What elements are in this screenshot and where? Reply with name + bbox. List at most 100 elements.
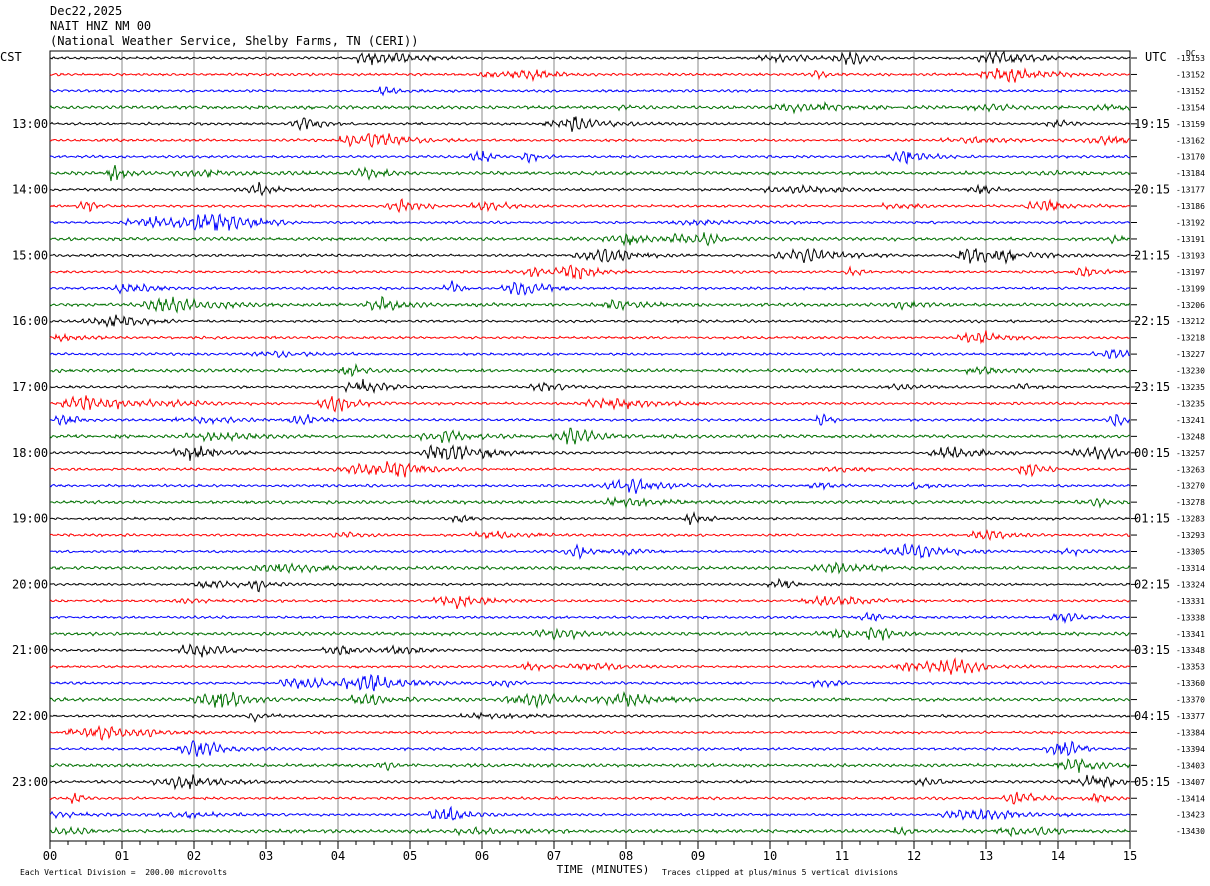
- left-hour-label: 13:00: [12, 117, 48, 131]
- dc-offset-label: -13394: [1176, 745, 1205, 754]
- dc-offset-label: -13324: [1176, 580, 1205, 589]
- seismic-trace: [49, 611, 1131, 624]
- dc-offset-label: -13423: [1176, 811, 1205, 820]
- seismic-trace: [49, 280, 1131, 296]
- seismic-trace: [49, 691, 1131, 709]
- x-tick-label: 01: [115, 849, 129, 863]
- left-hour-label: 19:00: [12, 512, 48, 526]
- x-tick-label: 06: [475, 849, 489, 863]
- dc-offset-label: -13192: [1176, 219, 1205, 228]
- seismic-trace: [49, 740, 1131, 757]
- left-hour-label: 21:00: [12, 643, 48, 657]
- x-axis-label: TIME (MINUTES): [557, 863, 650, 876]
- seismic-trace: [49, 86, 1131, 97]
- header-station: NAIT HNZ NM 00: [50, 19, 152, 33]
- seismic-trace: [49, 413, 1131, 427]
- left-timezone: CST: [0, 50, 22, 64]
- seismic-trace: [49, 577, 1131, 593]
- dc-offset-label: -13270: [1176, 482, 1205, 491]
- right-hour-label: 05:15: [1134, 775, 1170, 789]
- dc-offset-label: -13199: [1176, 284, 1205, 293]
- seismic-trace: [49, 657, 1131, 675]
- left-hour-label: 17:00: [12, 380, 48, 394]
- dc-offset-label: -13212: [1176, 317, 1205, 326]
- dc-offset-label: -13186: [1176, 202, 1205, 211]
- dc-offset-label: -13235: [1176, 399, 1205, 408]
- dc-offset-label: -13152: [1176, 87, 1205, 96]
- x-tick-label: 03: [259, 849, 273, 863]
- plot-frame: [49, 50, 1131, 842]
- seismic-trace: [49, 444, 1131, 461]
- seismic-trace: [49, 67, 1131, 83]
- left-hour-label: 22:00: [12, 709, 48, 723]
- dc-offset-label: -13278: [1176, 498, 1205, 507]
- dc-offset-label: -13283: [1176, 515, 1205, 524]
- seismic-trace: [49, 774, 1131, 791]
- dc-offset-label: -13235: [1176, 383, 1205, 392]
- left-hour-label: 16:00: [12, 314, 48, 328]
- header-date: Dec22,2025: [50, 4, 123, 18]
- seismic-trace: [49, 673, 1131, 692]
- right-hour-label: 19:15: [1134, 117, 1170, 131]
- seismic-trace: [49, 100, 1131, 115]
- x-tick-label: 08: [619, 849, 633, 863]
- dc-offset-label: -13153: [1176, 54, 1205, 63]
- dc-offset-label: -13353: [1176, 663, 1205, 672]
- seismic-trace: [49, 133, 1131, 148]
- dc-offset-label: -13162: [1176, 136, 1205, 145]
- dc-offset-label: -13341: [1176, 630, 1205, 639]
- right-hour-label: 20:15: [1134, 183, 1170, 197]
- seismic-trace: [49, 724, 1131, 741]
- seismic-trace: [49, 330, 1130, 345]
- right-hour-label: 01:15: [1134, 512, 1170, 526]
- dc-offset-label: -13384: [1176, 728, 1205, 737]
- dc-offset-label: -13305: [1176, 548, 1205, 557]
- seismic-trace: [49, 232, 1131, 247]
- seismic-trace: [49, 247, 1131, 265]
- dc-offset-label: -13206: [1176, 301, 1205, 310]
- dc-offset-label: -13177: [1176, 186, 1205, 195]
- dc-offset-label: -13360: [1176, 679, 1205, 688]
- left-hour-label: 14:00: [12, 183, 48, 197]
- dc-offset-label: -13430: [1176, 827, 1205, 836]
- right-hour-label: 21:15: [1134, 248, 1170, 262]
- dc-offset-label: -13263: [1176, 465, 1205, 474]
- dc-offset-label: -13370: [1176, 696, 1205, 705]
- x-tick-label: 15: [1123, 849, 1137, 863]
- right-hour-label: 23:15: [1134, 380, 1170, 394]
- seismic-trace: [49, 314, 1130, 328]
- x-tick-label: 14: [1051, 849, 1065, 863]
- dc-offset-label: -13197: [1176, 268, 1205, 277]
- seismic-trace: [49, 149, 1131, 165]
- footer-scale-note: Each Vertical Division = 200.00 microvol…: [20, 868, 228, 877]
- dc-offset-label: -13403: [1176, 761, 1205, 770]
- right-hour-label: 03:15: [1134, 643, 1170, 657]
- dc-offset-label: -13152: [1176, 70, 1205, 79]
- right-hour-label: 22:15: [1134, 314, 1170, 328]
- x-tick-label: 05: [403, 849, 417, 863]
- dc-offset-label: -13184: [1176, 169, 1205, 178]
- left-hour-label: 15:00: [12, 248, 48, 262]
- x-tick-label: 04: [331, 849, 345, 863]
- dc-offset-label: -13241: [1176, 416, 1205, 425]
- dc-offset-label: -13338: [1176, 613, 1205, 622]
- seismic-trace: [49, 295, 1131, 314]
- dc-offset-label: -13170: [1176, 153, 1205, 162]
- dc-offset-label: -13191: [1176, 235, 1205, 244]
- dc-offset-label: -13227: [1176, 350, 1205, 359]
- seismic-trace: [49, 626, 1131, 641]
- dc-offset-label: -13230: [1176, 367, 1205, 376]
- x-tick-label: 09: [691, 849, 705, 863]
- dc-offset-label: -13257: [1176, 449, 1205, 458]
- right-timezone: UTC: [1145, 50, 1167, 64]
- seismic-trace: [49, 510, 1131, 526]
- seismic-trace: [49, 264, 1131, 280]
- dc-offset-label: -13218: [1176, 334, 1205, 343]
- seismic-trace: [49, 363, 1131, 378]
- seismic-trace: [49, 643, 1131, 658]
- seismic-trace: [49, 757, 1131, 773]
- dc-offset-label: -13348: [1176, 646, 1205, 655]
- dc-offset-label: -13193: [1176, 251, 1205, 260]
- x-tick-label: 02: [187, 849, 201, 863]
